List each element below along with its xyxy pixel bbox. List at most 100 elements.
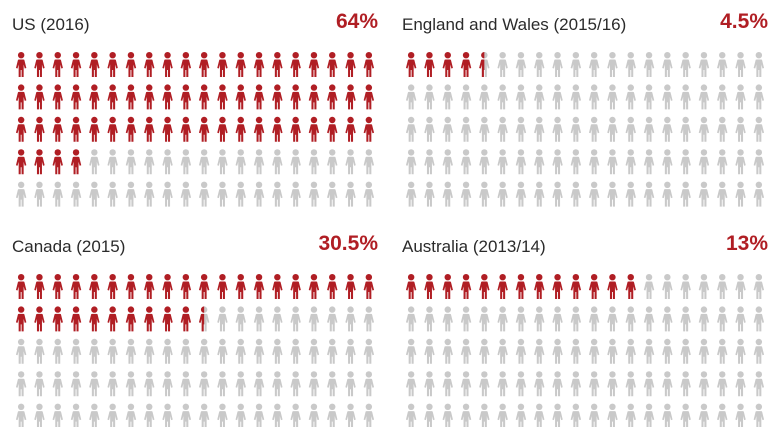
person-icon-empty [643, 403, 655, 427]
person-icon-filled [180, 84, 192, 110]
person-icon-filled [327, 116, 338, 142]
person-icon-empty [363, 306, 375, 332]
person-icon-empty [570, 403, 582, 427]
person-icon-empty [345, 181, 356, 207]
person-icon-empty [753, 116, 765, 142]
person-icon-empty [497, 149, 508, 175]
person-icon-empty [308, 371, 320, 397]
person-icon-empty [662, 116, 673, 142]
person-icon-empty [570, 149, 582, 175]
person-icon-empty [290, 306, 301, 332]
person-icon-empty [144, 149, 155, 175]
person-icon-filled [345, 274, 356, 299]
person-icon-empty [680, 181, 691, 207]
person-icon-empty [735, 403, 746, 427]
person-icon-filled [497, 274, 508, 299]
person-icon-empty [144, 181, 155, 207]
person-icon-empty [497, 52, 508, 77]
person-icon-filled [107, 306, 118, 332]
person-icon-empty [717, 181, 728, 207]
person-icon-filled [180, 306, 192, 332]
person-icon-filled [52, 274, 63, 299]
person-icon-empty [515, 338, 527, 364]
person-icon-empty [70, 181, 82, 207]
person-icon-empty [327, 306, 338, 332]
person-icon-filled [162, 274, 173, 299]
person-icon-empty [424, 116, 435, 142]
person-icon-empty [680, 116, 691, 142]
person-icon-filled [89, 84, 100, 110]
person-icon-empty [308, 338, 320, 364]
person-icon-empty [345, 371, 356, 397]
person-icon-empty [272, 149, 283, 175]
person-icon-filled [15, 116, 27, 142]
person-icon-empty [534, 149, 545, 175]
person-icon-empty [15, 371, 27, 397]
person-icon-empty [235, 306, 246, 332]
person-icon-empty [479, 84, 490, 110]
person-icon-empty [735, 149, 746, 175]
person-icon-empty [52, 338, 63, 364]
person-icon-empty [753, 338, 765, 364]
person-icon-filled [15, 149, 27, 175]
person-icon-empty [588, 52, 600, 77]
person-icon-empty [290, 371, 301, 397]
person-icon-empty [643, 371, 655, 397]
person-icon-filled [125, 84, 137, 110]
person-icon-empty [534, 52, 545, 77]
person-icon-empty [107, 149, 118, 175]
person-icon-empty [680, 52, 691, 77]
person-icon-empty [253, 371, 265, 397]
person-icon-empty [198, 181, 210, 207]
person-icon-empty [217, 149, 228, 175]
person-icon-empty [643, 181, 655, 207]
person-icon-empty [460, 84, 472, 110]
person-icon-empty [345, 403, 356, 427]
person-icon-empty [460, 306, 472, 332]
person-icon-empty [753, 403, 765, 427]
person-icon-empty [588, 306, 600, 332]
person-icon-filled [405, 274, 417, 299]
person-icon-empty [552, 116, 563, 142]
person-icon-empty [424, 149, 435, 175]
person-icon-empty [89, 181, 100, 207]
person-icon-empty [217, 338, 228, 364]
person-icon-empty [180, 181, 192, 207]
person-icon-empty [308, 403, 320, 427]
person-icon-filled [52, 149, 63, 175]
person-icon-filled [625, 274, 636, 299]
person-icon-empty [588, 371, 600, 397]
person-icon-empty [625, 338, 636, 364]
person-icon-filled [70, 52, 82, 77]
person-icon-filled [198, 52, 210, 77]
person-icon-filled [327, 52, 338, 77]
person-icon-empty [735, 52, 746, 77]
person-icon-empty [607, 149, 618, 175]
person-icon-filled [217, 116, 228, 142]
person-icon-filled [144, 306, 155, 332]
person-icon-empty [442, 149, 453, 175]
person-icon-empty [327, 371, 338, 397]
person-icon-empty [405, 338, 417, 364]
person-icon-empty [643, 338, 655, 364]
person-icon-empty [552, 84, 563, 110]
person-icon-empty [552, 338, 563, 364]
person-icon-empty [625, 149, 636, 175]
person-icon-empty [625, 403, 636, 427]
person-icon-filled [253, 84, 265, 110]
person-icon-empty [345, 149, 356, 175]
person-icon-filled [125, 274, 137, 299]
person-icon-filled [52, 84, 63, 110]
person-icon-empty [497, 181, 508, 207]
person-icon-empty [442, 181, 453, 207]
person-icon-filled [107, 274, 118, 299]
person-icon-empty [442, 306, 453, 332]
person-icon-empty [515, 403, 527, 427]
person-icon-empty [345, 338, 356, 364]
person-icon-empty [717, 84, 728, 110]
person-icon-filled [34, 52, 45, 77]
person-icon-empty [180, 371, 192, 397]
person-icon-filled [272, 274, 283, 299]
person-icon-filled [70, 84, 82, 110]
person-icon-empty [698, 181, 710, 207]
